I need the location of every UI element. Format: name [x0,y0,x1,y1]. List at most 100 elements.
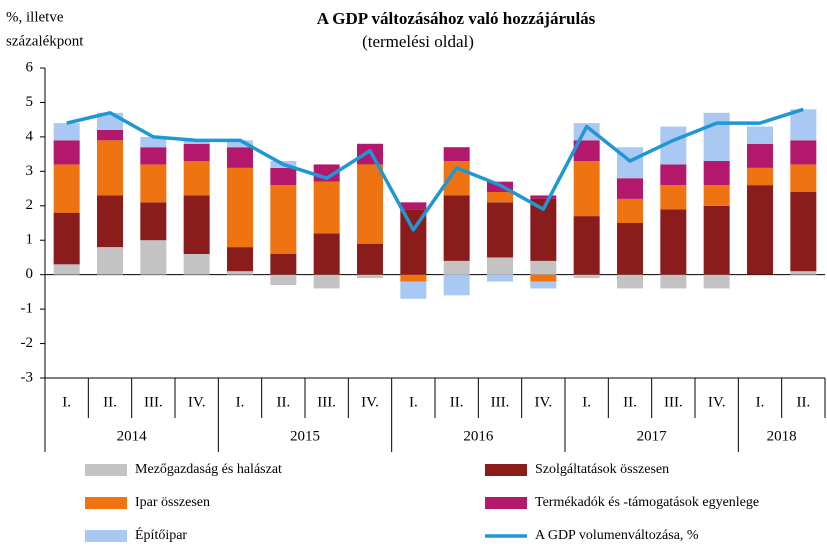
bar-segment [790,271,817,275]
bar-segment [573,140,600,161]
bar-segment [270,185,297,254]
x-tick-label: I. [236,394,245,410]
chart-title: A GDP változásához való hozzájárulás [317,9,596,28]
y-tick-label: -1 [21,301,34,317]
y-axis-label: %, illetve [6,9,64,25]
legend-swatch [85,530,127,542]
bar-segment [790,192,817,272]
x-tick-label: IV. [361,394,379,410]
bar-segment [747,126,773,144]
bar-segment [487,274,513,282]
x-tick-label: II. [450,394,464,410]
legend-swatch [85,497,127,509]
x-tick-label: II. [103,394,117,410]
bar-segment [183,143,210,161]
bar-segment [443,195,470,261]
bar-segment [790,140,817,165]
bar-segment [357,243,383,275]
bar-segment [227,140,253,148]
bar-segment [703,205,730,275]
bar-segment [703,161,730,186]
legend-label: A GDP volumenváltozása, % [535,528,699,543]
x-tick-label: III. [317,394,336,410]
bar-segment [443,260,470,275]
bar-segment [227,271,253,275]
bar-segment [443,147,470,161]
y-tick-label: 2 [26,197,34,213]
bar-segment [140,164,167,203]
y-tick-label: -2 [21,335,34,351]
legend-label: Termékadók és -támogatások egyenlege [535,495,759,510]
bar-segment [53,264,80,275]
x-tick-label: I. [582,394,591,410]
x-tick-label: IV. [535,394,553,410]
y-axis-label: százalékpont [6,33,84,49]
bar-segment [747,167,773,186]
chart-subtitle: (termelési oldal) [362,32,474,51]
x-tick-label: I. [62,394,71,410]
bar-segment [443,274,470,296]
x-tick-label: II. [623,394,637,410]
bar-segment [617,198,643,223]
bar-segment [313,274,340,289]
bar-segment [53,212,80,265]
gdp-line [66,107,804,232]
y-tick-label: 3 [26,163,34,179]
x-tick-label: IV. [188,394,206,410]
bar-segment [313,181,340,234]
bar-segment [97,130,123,141]
x-tick-label: I. [756,394,765,410]
bar-segment [140,136,167,148]
legend-swatch [485,497,527,509]
bar-segment [400,281,427,299]
bar-segment [530,195,557,199]
bar-segment [530,274,557,282]
bar-segment [140,240,167,275]
bar-segment [487,257,513,275]
bar-segment [487,202,513,258]
legend-swatch [85,464,127,476]
y-tick-label: 0 [26,266,34,282]
legend-label: Szolgáltatások összesen [535,462,669,477]
legend-label: Ipar összesen [135,495,210,510]
bar-segment [97,247,123,275]
bar-segment [357,164,383,244]
bar-segment [530,281,557,289]
x-tick-label: III. [491,394,510,410]
bar-segment [747,143,773,168]
x-tick-label: I. [409,394,418,410]
legend-label: Építőipar [135,526,187,543]
bar-segment [573,161,600,217]
bar-segment [183,254,210,275]
bar-segment [140,147,167,165]
legend-label: Mezőgazdaság és halászat [135,462,282,477]
bar-segment [660,185,687,210]
bar-segment [790,164,817,192]
bar-segment [790,109,817,141]
bar-segment [617,223,643,275]
bar-segment [487,192,513,203]
y-tick-label: 5 [26,94,34,110]
bar-segment [183,195,210,254]
bar-segment [573,216,600,275]
bar-segment [53,123,80,141]
bar-segment [227,147,253,168]
bar-segment [660,274,687,289]
year-label: 2016 [463,428,494,444]
y-tick-label: -3 [21,369,34,385]
bar-segment [400,202,427,210]
bar-segment [227,247,253,272]
bar-segment [313,233,340,275]
legend-swatch [485,464,527,476]
y-tick-label: 1 [26,232,34,248]
bar-segment [97,195,123,248]
bar-segment [617,178,643,199]
bar-segment [270,254,297,275]
year-label: 2015 [290,428,320,444]
bar-segment [227,167,253,248]
bar-segment [183,161,210,196]
x-tick-label: IV. [708,394,726,410]
bar-segment [747,185,773,275]
x-tick-label: II. [276,394,290,410]
x-tick-label: III. [664,394,683,410]
